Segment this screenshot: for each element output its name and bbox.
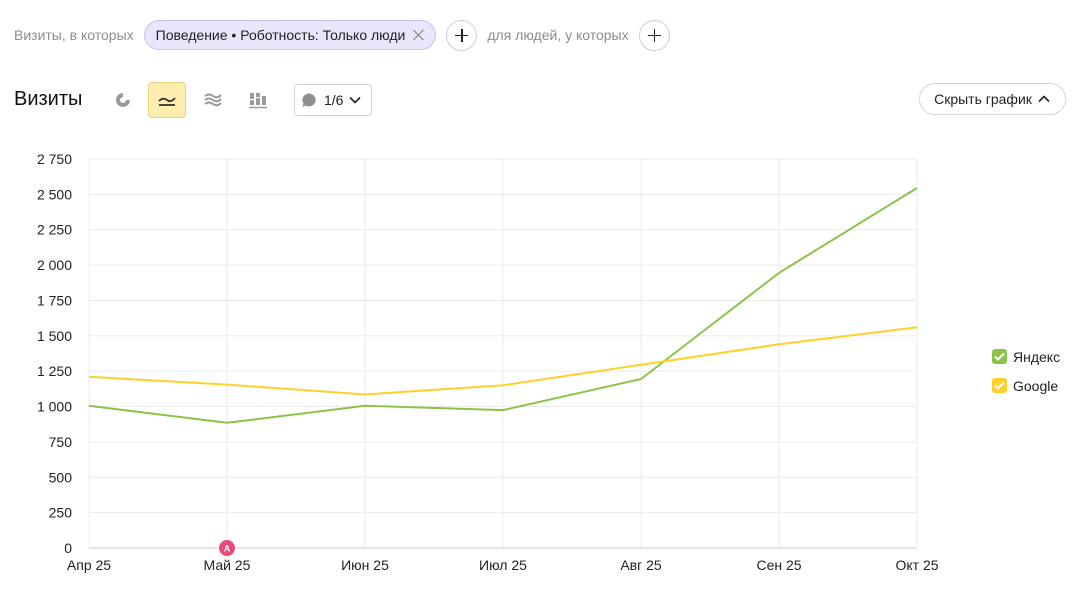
- visits-filter-label: Визиты, в которых: [14, 27, 134, 43]
- chart-series: [88, 187, 918, 424]
- y-tick-label: 750: [49, 434, 73, 450]
- legend-label-google: Google: [1013, 377, 1059, 394]
- y-tick-label: 2 500: [37, 186, 72, 202]
- checkbox-checked-icon[interactable]: [992, 378, 1007, 393]
- y-axis: 0 250 500 750 1 000 1 250 1 500 1 750 2 000 2 250…: [37, 151, 72, 556]
- y-tick-label: 0: [64, 540, 72, 556]
- people-filter-label: для людей, у которых: [487, 27, 629, 43]
- add-visit-condition-button[interactable]: [446, 19, 478, 51]
- y-tick-label: 500: [49, 469, 73, 485]
- x-tick-label: Авг 25: [620, 557, 662, 573]
- checkbox-checked-icon[interactable]: [992, 349, 1007, 364]
- area-chart-icon: [204, 93, 222, 107]
- y-tick-label: 250: [49, 505, 73, 521]
- annotation-marker-label: A: [224, 544, 231, 554]
- annotations-count: 1/6: [324, 92, 344, 108]
- x-tick-label: Май 25: [204, 557, 251, 573]
- segment-chip[interactable]: Поведение • Роботность: Только люди: [143, 20, 437, 50]
- add-people-condition-button[interactable]: [638, 19, 670, 51]
- chart-title: Визиты: [14, 88, 83, 110]
- legend-item-google[interactable]: Google: [992, 371, 1060, 400]
- segment-chip-label: Поведение • Роботность: Только люди: [155, 27, 406, 43]
- x-tick-label: Июн 25: [341, 557, 389, 573]
- legend-label-yandex: Яндекс: [1013, 348, 1061, 365]
- y-tick-label: 1 000: [37, 399, 72, 415]
- line-chart-icon: [158, 97, 176, 106]
- hide-chart-button[interactable]: Скрыть график: [919, 83, 1066, 115]
- x-tick-label: Апр 25: [67, 557, 111, 573]
- legend-item-yandex[interactable]: Яндекс: [992, 342, 1060, 371]
- column-chart-button[interactable]: [239, 82, 277, 118]
- y-tick-label: 2 750: [37, 151, 72, 167]
- chevron-up-icon: [1038, 95, 1050, 103]
- segment-filter-bar: Визиты, в которых Поведение • Роботность…: [14, 19, 680, 51]
- y-tick-label: 1 500: [37, 328, 72, 344]
- x-axis: Апр 25 Май 25 Июн 25 Июл 25 Авг 25 Сен 25 Окт …: [67, 557, 939, 573]
- pie-chart-button[interactable]: [104, 82, 142, 118]
- annotations-button[interactable]: 1/6: [294, 84, 372, 116]
- x-tick-label: Июл 25: [479, 557, 527, 573]
- speech-bubble-icon: [302, 92, 316, 107]
- y-tick-label: 2 250: [37, 222, 72, 238]
- chart-grid: [88, 158, 918, 549]
- line-chart-button[interactable]: [148, 82, 186, 118]
- y-tick-label: 1 250: [37, 363, 72, 379]
- y-tick-label: 1 750: [37, 292, 72, 308]
- y-tick-label: 2 000: [37, 257, 72, 273]
- area-chart-button[interactable]: [194, 82, 232, 118]
- x-tick-label: Окт 25: [895, 557, 938, 573]
- series-line-google[interactable]: [88, 326, 918, 396]
- chart-legend: Яндекс Google: [992, 342, 1060, 400]
- pie-chart-icon: [116, 93, 130, 107]
- series-line-yandex[interactable]: [88, 187, 918, 424]
- x-tick-label: Сен 25: [756, 557, 801, 573]
- column-chart-icon: [249, 93, 267, 109]
- annotation-marker[interactable]: [219, 540, 235, 556]
- chart-annotations[interactable]: A: [219, 540, 235, 556]
- chevron-down-icon: [349, 96, 362, 104]
- hide-chart-label: Скрыть график: [934, 91, 1032, 107]
